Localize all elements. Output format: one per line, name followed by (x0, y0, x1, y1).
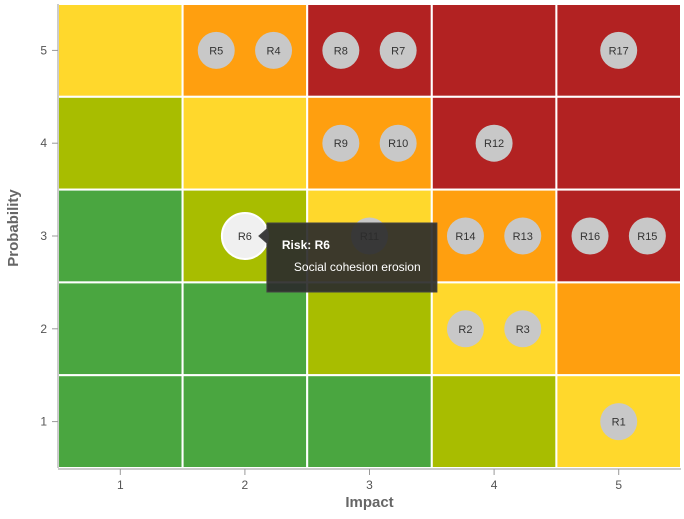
x-axis-title: Impact (345, 494, 393, 511)
x-tick-label-3: 3 (366, 478, 373, 492)
risk-label: R14 (455, 231, 475, 243)
matrix-cell-1-5 (57, 3, 184, 98)
matrix-cell-3-2 (306, 281, 433, 377)
tooltip-box (258, 222, 438, 293)
y-tick-label-2: 2 (40, 322, 47, 336)
x-tick-label-4: 4 (491, 478, 498, 492)
matrix-cell-2-2 (181, 281, 309, 377)
x-tick-label-1: 1 (117, 478, 124, 492)
matrix-cell-3-1 (306, 374, 433, 470)
matrix-cell-4-1 (430, 374, 558, 470)
risk-label: R8 (334, 45, 348, 57)
risk-label: R2 (458, 324, 472, 336)
y-axis-title: Probability (5, 189, 22, 267)
matrix-cell-5-2 (555, 281, 683, 377)
risk-marker-r12[interactable]: R12 (475, 124, 513, 162)
risk-marker-r3[interactable]: R3 (504, 310, 542, 348)
risk-tooltip: Risk: R6 Social cohesion erosion (258, 222, 438, 293)
y-tick-label-3: 3 (40, 229, 47, 243)
risk-marker-r15[interactable]: R15 (628, 217, 666, 255)
risk-marker-r8[interactable]: R8 (322, 31, 360, 69)
risk-marker-r16[interactable]: R16 (571, 217, 609, 255)
risk-label: R16 (580, 231, 600, 243)
risk-marker-r2[interactable]: R2 (446, 310, 484, 348)
matrix-cell-1-4 (57, 95, 184, 191)
risk-label: R13 (513, 231, 533, 243)
risk-label: R6 (238, 231, 252, 243)
risk-label: R12 (484, 138, 504, 150)
risk-marker-r5[interactable]: R5 (197, 31, 235, 69)
risk-circle[interactable] (379, 31, 417, 69)
risk-marker-r10[interactable]: R10 (379, 124, 417, 162)
risk-circle[interactable] (504, 217, 542, 255)
risk-circle[interactable] (504, 310, 542, 348)
risk-circle[interactable] (379, 124, 417, 162)
risk-label: R5 (209, 45, 223, 57)
risk-marker-r9[interactable]: R9 (322, 124, 360, 162)
matrix-cell-1-1 (57, 374, 184, 470)
risk-label: R10 (388, 138, 408, 150)
risk-circle[interactable] (475, 124, 513, 162)
y-tick-label-5: 5 (40, 43, 47, 57)
x-tick-label-2: 2 (242, 478, 249, 492)
risk-label: R9 (334, 138, 348, 150)
risk-label: R15 (637, 231, 657, 243)
risk-circle[interactable] (197, 31, 235, 69)
risk-circle[interactable] (571, 217, 609, 255)
matrix-cell-1-2 (57, 281, 184, 377)
risk-label: R17 (609, 45, 629, 57)
risk-circle[interactable] (628, 217, 666, 255)
tooltip-title: Risk: R6 (282, 238, 330, 252)
risk-marker-r1[interactable]: R1 (600, 403, 638, 441)
axes: 1 2 3 4 5 1 2 3 4 5 (40, 4, 681, 492)
risk-circle[interactable] (322, 124, 360, 162)
x-tick-label-5: 5 (615, 478, 622, 492)
risk-circle[interactable] (600, 403, 638, 441)
tooltip-description: Social cohesion erosion (294, 260, 421, 274)
risk-marker-r7[interactable]: R7 (379, 31, 417, 69)
risk-marker-r17[interactable]: R17 (600, 31, 638, 69)
risk-label: R3 (516, 324, 530, 336)
risk-circle[interactable] (322, 31, 360, 69)
risk-markers: R5R4R8R7R17R9R10R12R6R11R14R13R16R15R2R3… (197, 31, 666, 441)
matrix-cell-2-4 (181, 95, 309, 191)
y-tick-label-4: 4 (40, 136, 47, 150)
risk-marker-r13[interactable]: R13 (504, 217, 542, 255)
risk-circle[interactable] (446, 217, 484, 255)
matrix-cell-1-3 (57, 188, 184, 284)
risk-circle[interactable] (600, 31, 638, 69)
risk-marker-r4[interactable]: R4 (255, 31, 293, 69)
matrix-cell-4-5 (430, 3, 558, 98)
y-tick-label-1: 1 (40, 415, 47, 429)
matrix-cell-5-4 (555, 95, 683, 191)
risk-circle[interactable] (255, 31, 293, 69)
risk-label: R1 (612, 417, 626, 429)
risk-label: R7 (391, 45, 405, 57)
risk-circle[interactable] (446, 310, 484, 348)
matrix-cell-2-1 (181, 374, 309, 470)
risk-label: R4 (267, 45, 281, 57)
risk-marker-r14[interactable]: R14 (446, 217, 484, 255)
